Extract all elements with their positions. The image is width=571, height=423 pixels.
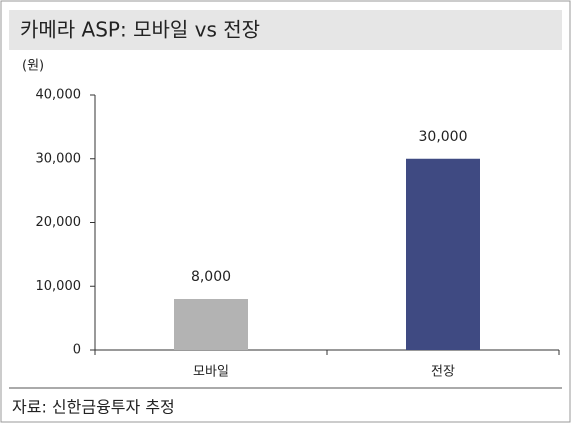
bar (174, 299, 248, 350)
value-label: 30,000 (419, 129, 468, 145)
y-tick-label: 20,000 (36, 215, 82, 230)
chart-title: 카메라 ASP: 모바일 vs 전장 (20, 18, 260, 42)
bar (406, 158, 480, 350)
x-tick-label: 모바일 (193, 365, 229, 380)
y-tick-label: 40,000 (36, 88, 82, 103)
source: 자료: 신한금융투자 추정 (12, 398, 175, 417)
value-label: 8,000 (191, 269, 231, 285)
y-tick-label: 10,000 (36, 279, 82, 294)
y-tick-label: 30,000 (36, 151, 82, 166)
title-bar (9, 10, 562, 50)
x-tick-label: 전장 (431, 365, 455, 380)
y-axis-label: (원) (22, 59, 44, 74)
y-tick-label: 0 (73, 343, 81, 358)
